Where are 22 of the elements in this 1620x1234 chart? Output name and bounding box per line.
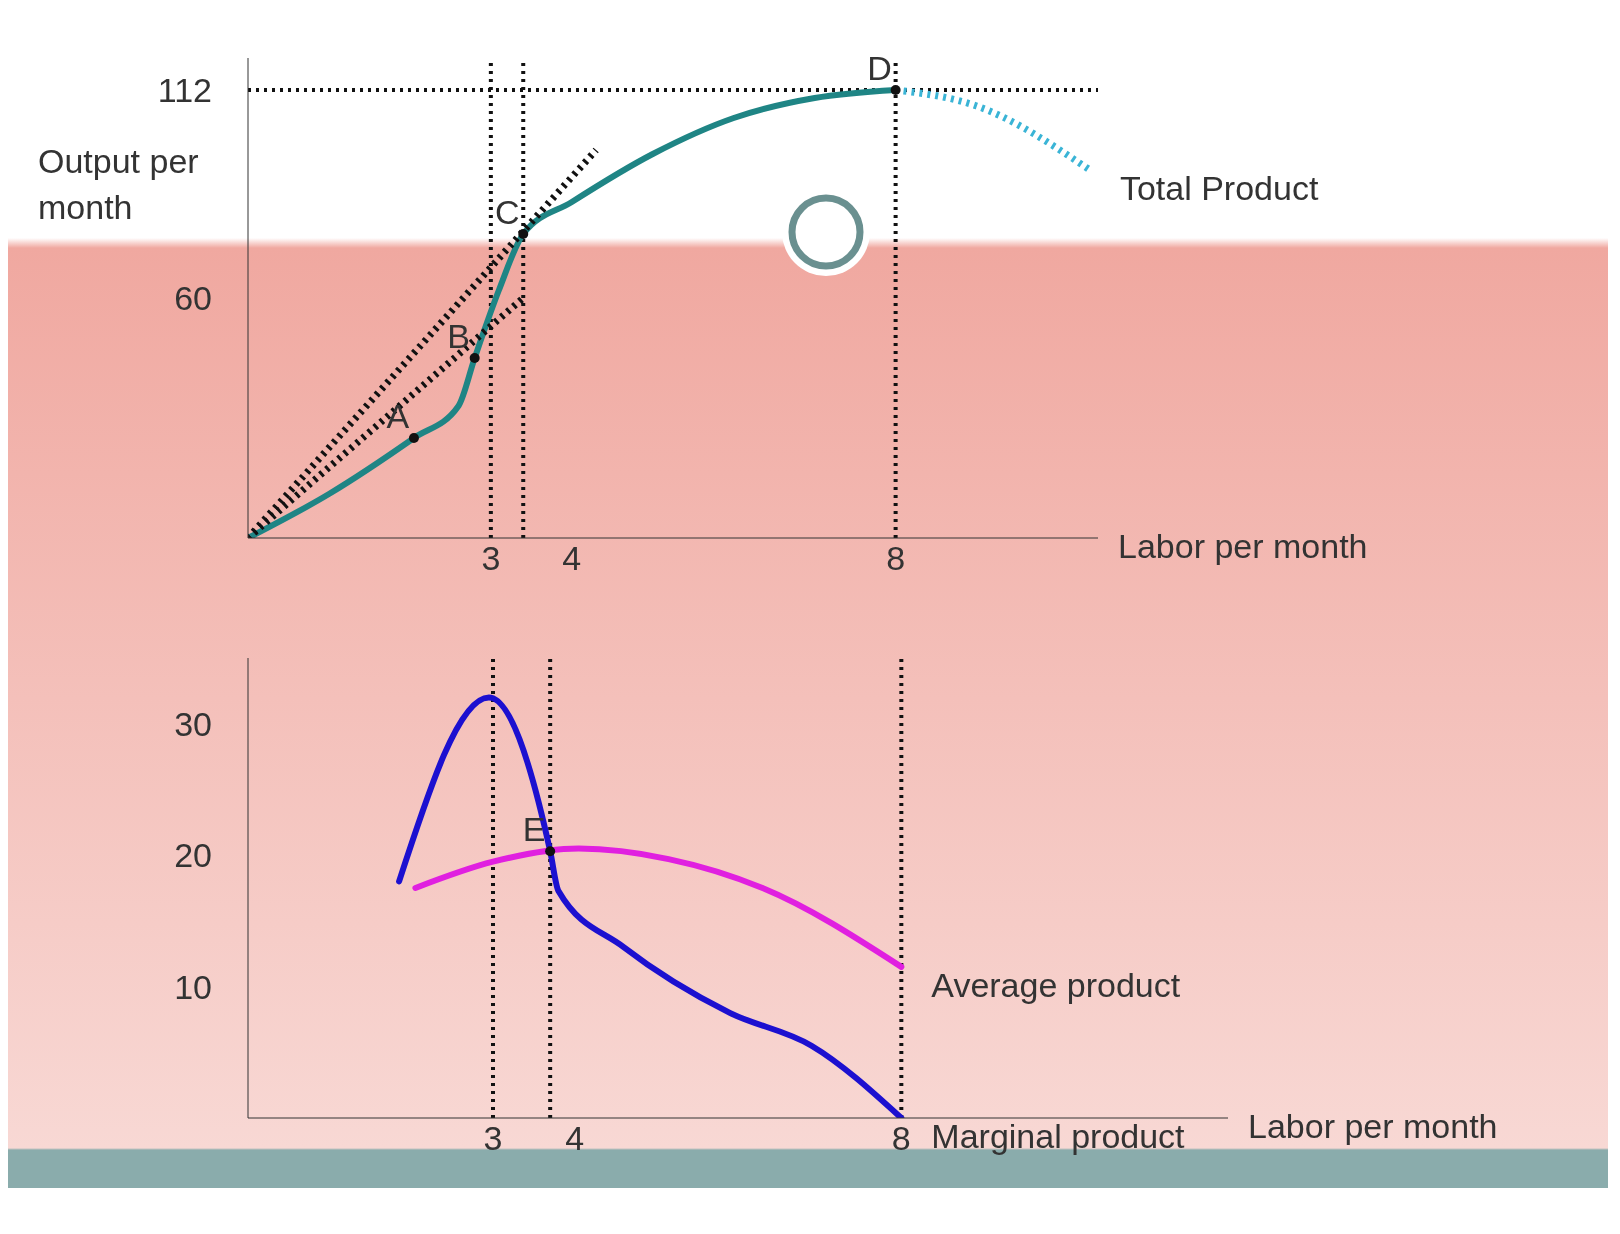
y-tick-label: 20 <box>174 836 212 875</box>
y-tick-label: 10 <box>174 967 212 1006</box>
annotation: E <box>522 810 546 849</box>
x-tick-label: 8 <box>891 1119 911 1158</box>
x-tick-label: 4 <box>565 1119 585 1158</box>
y-tick-label: 60 <box>174 279 212 318</box>
y-axis-title: Output per month <box>38 142 199 226</box>
x-axis-title: Labor per month <box>1248 1107 1498 1146</box>
x-axis-title: Labor per month <box>1118 527 1368 566</box>
x-tick-label: 4 <box>562 539 582 578</box>
annotation: C <box>494 193 520 231</box>
series-label: Marginal product <box>931 1117 1186 1155</box>
y-tick-label: 30 <box>174 704 212 743</box>
series-label: Average product <box>931 965 1181 1004</box>
annotation: A <box>386 397 410 435</box>
x-tick-label: 3 <box>483 1119 503 1158</box>
series-label: Total Product <box>1119 169 1319 207</box>
x-tick-label: 3 <box>481 539 501 578</box>
annotation: B <box>447 317 471 355</box>
annotation: D <box>867 49 892 87</box>
x-tick-label: 8 <box>886 539 906 578</box>
y-tick-label: 112 <box>157 71 212 110</box>
